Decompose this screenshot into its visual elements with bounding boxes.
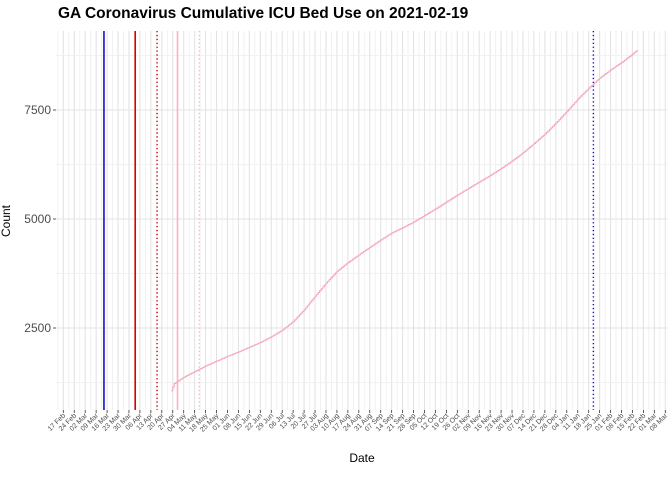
y-tick-label: 5000 bbox=[24, 212, 51, 226]
y-tick-label: 2500 bbox=[24, 321, 51, 335]
y-axis-title: Count bbox=[0, 204, 13, 238]
y-tick-label: 7500 bbox=[24, 103, 51, 117]
x-axis-title: Date bbox=[349, 451, 375, 465]
data-line-cumulative-icu bbox=[171, 49, 638, 392]
chart-title: GA Coronavirus Cumulative ICU Bed Use on… bbox=[58, 5, 469, 22]
